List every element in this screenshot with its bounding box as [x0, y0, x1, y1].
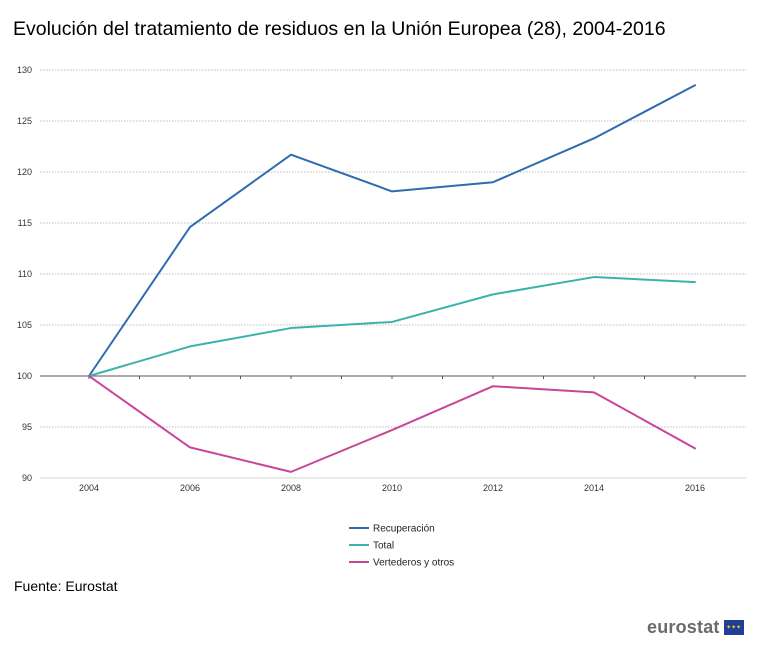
y-tick-label: 115: [18, 218, 32, 228]
series-line-total: [88, 276, 696, 377]
y-tick-label: 120: [17, 167, 32, 177]
eurostat-logo: eurostat ✦✦✦: [647, 617, 744, 638]
x-tick-label: 2004: [79, 483, 99, 493]
x-tick-label: 2006: [180, 483, 200, 493]
x-tick-label: 2012: [483, 483, 503, 493]
x-axis: 2004 2006 2008 2010 2012 2014 2016: [40, 375, 746, 493]
legend-label: Vertederos y otros: [373, 558, 454, 569]
x-tick-label: 2010: [382, 483, 402, 493]
logo-text: eurostat: [647, 617, 720, 637]
series-line-vertederos-y-otros: [88, 375, 696, 473]
y-tick-label: 100: [17, 371, 32, 381]
legend: Recuperación Total Vertederos y otros: [349, 524, 454, 569]
legend-label: Total: [373, 541, 394, 552]
eu-flag-icon: ✦✦✦: [723, 620, 744, 635]
y-tick-label: 90: [22, 473, 32, 483]
x-tick-label: 2008: [281, 483, 301, 493]
x-tick-label: 2016: [685, 483, 705, 493]
x-tick-label: 2014: [584, 483, 604, 493]
y-axis: 90 95 100 105 110 115 120 125 130: [17, 65, 32, 483]
source-note: Fuente: Eurostat: [14, 578, 118, 594]
y-tick-label: 105: [17, 320, 32, 330]
y-tick-label: 125: [17, 116, 32, 126]
y-tick-label: 130: [17, 65, 32, 75]
chart-title: Evolución del tratamiento de residuos en…: [13, 18, 666, 40]
series-lines: [88, 84, 696, 473]
legend-label: Recuperación: [373, 524, 435, 535]
y-tick-label: 95: [22, 422, 32, 432]
y-tick-label: 110: [18, 269, 32, 279]
series-line-recuperación: [88, 84, 696, 377]
